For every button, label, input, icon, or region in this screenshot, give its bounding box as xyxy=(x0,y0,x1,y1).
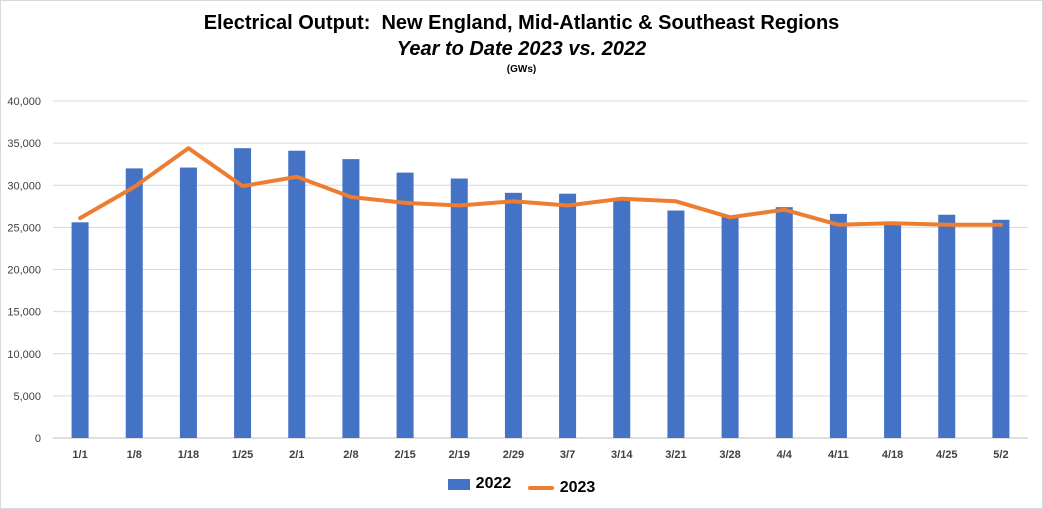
x-tick-label: 2/29 xyxy=(503,449,524,461)
bar-2022 xyxy=(667,210,685,438)
bars-2022 xyxy=(71,148,1010,439)
y-tick-label: 30,000 xyxy=(7,180,41,192)
gridlines xyxy=(53,100,1028,439)
y-tick-label: 35,000 xyxy=(7,138,41,150)
bar-2022 xyxy=(179,167,197,438)
x-tick-label: 4/18 xyxy=(882,449,903,461)
bar-2022 xyxy=(829,213,847,438)
bar-2022 xyxy=(884,223,902,438)
bar-2022 xyxy=(613,198,631,438)
x-tick-label: 4/4 xyxy=(777,449,793,461)
y-tick-label: 0 xyxy=(35,433,41,445)
x-tick-label: 2/1 xyxy=(289,449,304,461)
bar-2022 xyxy=(721,216,739,438)
x-tick-label: 1/1 xyxy=(72,449,87,461)
y-tick-label: 15,000 xyxy=(7,307,41,319)
bar-2022 xyxy=(504,192,522,438)
x-tick-label: 1/18 xyxy=(178,449,199,461)
bar-2022 xyxy=(342,159,360,438)
legend-swatch-bar xyxy=(447,478,470,490)
line-2023 xyxy=(78,146,1003,227)
legend-item-2022: 2022 xyxy=(447,475,512,493)
bar-2022 xyxy=(775,207,793,438)
x-tick-label: 2/8 xyxy=(343,449,358,461)
x-tick-label: 3/21 xyxy=(665,449,686,461)
x-tick-label: 5/2 xyxy=(993,449,1008,461)
x-tick-label: 3/7 xyxy=(560,449,575,461)
legend-item-2023: 2023 xyxy=(527,478,596,497)
chart-title-block: Electrical Output: New England, Mid-Atla… xyxy=(0,10,1043,78)
x-tick-label: 3/28 xyxy=(719,449,740,461)
bar-2022 xyxy=(288,150,306,438)
y-tick-label: 40,000 xyxy=(7,96,41,108)
y-tick-label: 20,000 xyxy=(7,265,41,277)
bar-2022 xyxy=(938,214,956,438)
x-axis-ticks: 1/1 1/8 1/18 1/25 2/1 2/8 2/15 2/19 2/29 3/7 3/14 3… xyxy=(72,449,1008,461)
y-tick-label: 25,000 xyxy=(7,222,41,234)
bar-2022 xyxy=(450,178,468,438)
x-tick-label: 3/14 xyxy=(611,449,633,461)
series-line-2023 xyxy=(78,146,1003,227)
chart-subtitle: Year to Date 2023 vs. 2022 xyxy=(396,38,647,60)
x-tick-label: 2/19 xyxy=(449,449,470,461)
bar-2022 xyxy=(234,148,252,438)
chart-title: Electrical Output: New England, Mid-Atla… xyxy=(203,12,840,34)
x-tick-label: 1/8 xyxy=(127,449,142,461)
bar-2022 xyxy=(125,168,143,438)
legend: 2022 2023 xyxy=(0,475,1043,497)
legend-swatch-line xyxy=(527,485,554,490)
bar-2022 xyxy=(71,222,89,438)
y-tick-label: 10,000 xyxy=(7,349,41,361)
legend-label-2022: 2022 xyxy=(475,475,512,492)
x-tick-label: 4/25 xyxy=(936,449,957,461)
legend-label-2023: 2023 xyxy=(559,478,596,496)
x-tick-label: 4/11 xyxy=(828,449,849,461)
x-tick-label: 2/15 xyxy=(394,449,415,461)
x-tick-label: 1/25 xyxy=(232,449,253,461)
y-axis-ticks: 0 5,000 10,000 15,000 20,000 25,000 30,000 35,0… xyxy=(7,96,41,445)
bar-2022 xyxy=(992,219,1010,438)
y-tick-label: 5,000 xyxy=(13,391,41,403)
chart-unit-label: (GWs) xyxy=(506,64,537,75)
bar-2022 xyxy=(396,172,414,439)
bar-2022 xyxy=(559,193,577,438)
